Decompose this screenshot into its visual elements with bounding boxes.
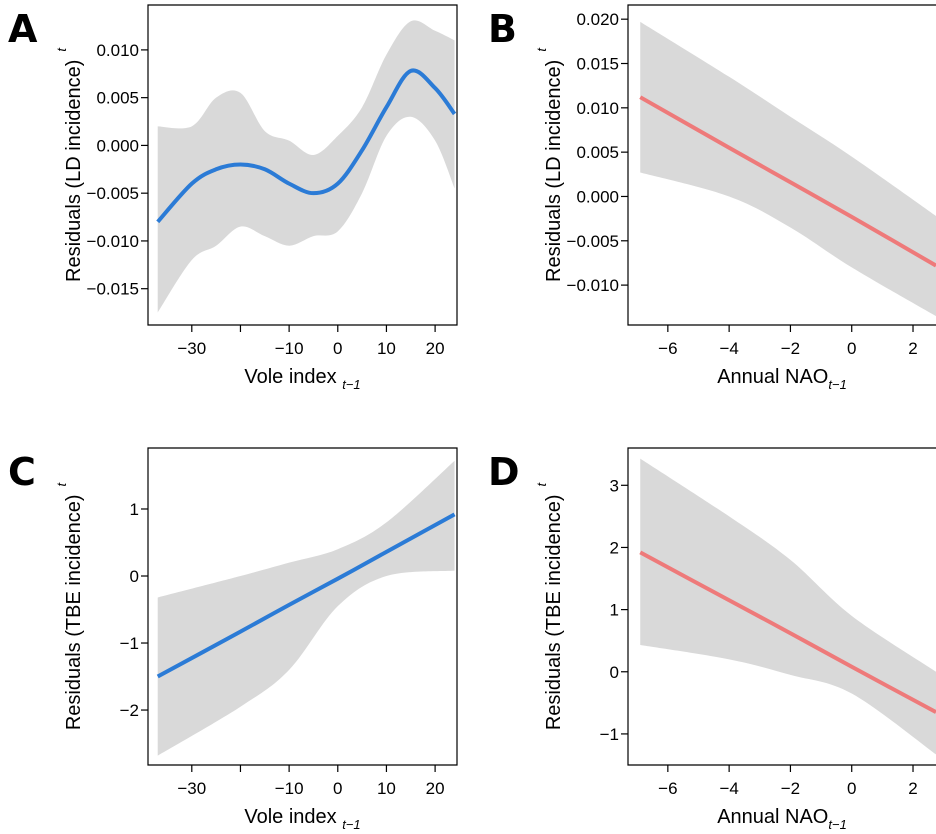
fit-line [156,512,456,679]
x-tick-label: −30 [177,779,206,798]
y-tick-label: −1 [600,725,619,744]
x-tick-label: −30 [177,339,206,358]
y-axis-label-main: Residuals (LD incidence) [63,60,85,282]
x-tick-label: 0 [333,779,342,798]
y-tick-label: 0.000 [96,136,139,155]
x-axis-label-main: Vole index [244,366,342,388]
x-axis-label: Vole index t−1 [244,366,360,392]
y-tick-label: 0.000 [576,187,619,206]
x-tick-label: 10 [377,339,396,358]
y-axis-label: Residuals (TBE incidence) t [54,481,85,730]
y-axis-label-main: Residuals (LD incidence) [543,60,565,282]
x-tick-label: 2 [908,339,917,358]
x-tick-label: −2 [781,779,800,798]
y-tick-label: 0 [610,663,619,682]
x-tick-label: 20 [426,339,445,358]
x-tick-label: −4 [719,779,738,798]
confidence-band [640,458,936,755]
panel-label: C [8,450,36,494]
y-tick-label: −0.015 [87,280,139,299]
x-axis-label-main: Annual NAO [717,806,828,828]
x-axis-label-sub: t−1 [342,377,360,392]
y-tick-label: −0.010 [567,276,619,295]
confidence-band [157,20,455,313]
y-tick-label: 3 [610,476,619,495]
x-tick-label: 2 [908,779,917,798]
panel-label: B [488,7,517,51]
plot-frame [627,4,936,326]
confidence-band [157,460,455,756]
x-axis-label: Annual NAOt−1 [717,366,847,392]
x-tick-label: 0 [847,779,856,798]
panel-label: D [488,450,520,494]
x-tick-label: 20 [426,779,445,798]
x-axis-label: Vole index t−1 [244,806,360,832]
y-axis-label: Residuals (LD incidence) t [54,47,85,282]
x-axis-label-sub: t−1 [342,817,360,832]
x-tick-label: −6 [658,779,677,798]
x-tick-label: 10 [377,779,396,798]
y-axis-label-sub: t [534,481,549,486]
y-tick-label: −1 [120,634,139,653]
fit-line [156,68,457,224]
y-tick-label: −0.005 [567,232,619,251]
y-tick-label: −0.005 [87,184,139,203]
y-axis-label-sub: t [54,47,69,52]
y-tick-label: 1 [130,500,139,519]
x-tick-label: −10 [275,339,304,358]
x-tick-label: 0 [847,339,856,358]
x-tick-label: −4 [719,339,738,358]
y-axis-label: Residuals (TBE incidence) t [534,481,565,730]
y-axis-label-sub: t [54,481,69,486]
x-axis-label-main: Annual NAO [717,366,828,388]
x-axis-label-sub: t−1 [828,377,846,392]
x-tick-label: −6 [658,339,677,358]
y-tick-label: 0.005 [96,89,139,108]
plot-frame [627,447,936,766]
y-tick-label: 0 [130,567,139,586]
y-tick-label: 0.015 [576,55,619,74]
y-tick-label: −2 [120,701,139,720]
y-tick-label: 0.020 [576,10,619,29]
y-tick-label: −0.010 [87,232,139,251]
x-tick-label: −2 [781,339,800,358]
fit-line [639,95,936,268]
y-tick-label: 2 [610,538,619,557]
y-tick-label: 0.010 [576,99,619,118]
panel-label: A [8,7,38,51]
x-tick-label: −10 [275,779,304,798]
x-axis-label: Annual NAOt−1 [717,806,847,832]
y-tick-label: 0.010 [96,41,139,60]
x-tick-label: 0 [333,339,342,358]
plot-frame [147,4,458,326]
y-axis-label-main: Residuals (TBE incidence) [63,494,85,730]
fit-line [639,550,936,714]
plot-frame [147,447,458,766]
x-axis-label-sub: t−1 [828,817,846,832]
x-axis-label-main: Vole index [244,806,342,828]
y-axis-label-sub: t [534,47,549,52]
y-tick-label: 1 [610,601,619,620]
y-axis-label-main: Residuals (TBE incidence) [543,494,565,730]
y-axis-label: Residuals (LD incidence) t [534,47,565,282]
confidence-band [640,21,936,317]
y-tick-label: 0.005 [576,143,619,162]
